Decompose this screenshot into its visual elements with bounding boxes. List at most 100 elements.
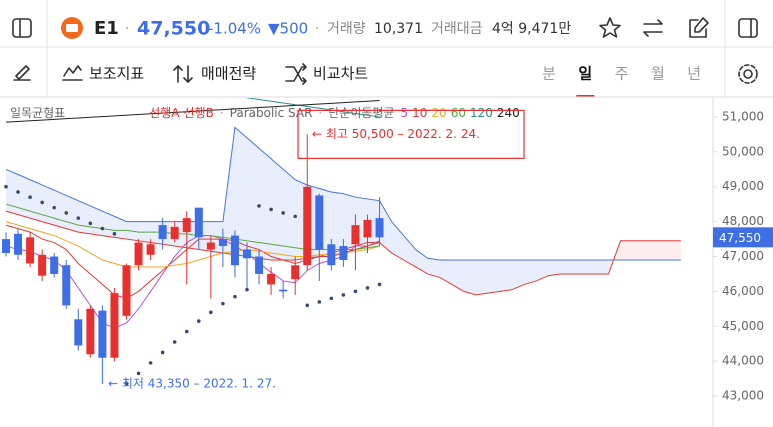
indicators-button[interactable]: 보조지표 bbox=[62, 65, 144, 83]
sar-dot bbox=[136, 371, 141, 376]
sar-dot bbox=[76, 216, 81, 220]
candle-body bbox=[363, 219, 372, 238]
price: 47,550 bbox=[137, 18, 210, 40]
cloud bbox=[30, 179, 43, 222]
cloud bbox=[222, 127, 235, 255]
edit-button[interactable] bbox=[689, 17, 709, 38]
cloud bbox=[379, 200, 392, 254]
cloud bbox=[451, 260, 464, 292]
sar-dot bbox=[100, 226, 105, 231]
cloud bbox=[18, 174, 31, 219]
separator: · bbox=[315, 21, 319, 37]
legend-item: 5 bbox=[401, 106, 409, 120]
legend-item: · bbox=[318, 106, 322, 120]
amount-label: 거래대금 bbox=[431, 21, 483, 37]
legend-item: 선행B bbox=[184, 105, 214, 120]
favorite-button[interactable] bbox=[599, 17, 621, 38]
period-tab[interactable]: 일 bbox=[578, 65, 592, 83]
candle-body bbox=[267, 273, 276, 285]
cloud bbox=[66, 195, 79, 233]
sar-dot bbox=[148, 361, 153, 365]
candle-body bbox=[303, 186, 312, 266]
plot-area bbox=[2, 98, 681, 386]
candle-body bbox=[122, 265, 131, 316]
cloud bbox=[331, 191, 344, 254]
price-marker-label: 47,550 bbox=[719, 231, 761, 245]
candle-body bbox=[255, 256, 264, 274]
cloud bbox=[439, 260, 452, 285]
y-tick-label: 45,000 bbox=[722, 319, 764, 333]
moving-average-line bbox=[5, 100, 380, 123]
candle-body bbox=[230, 235, 239, 266]
moving-average-line bbox=[5, 224, 380, 299]
sar-dot bbox=[269, 207, 273, 212]
annotations: ← 최고 50,500 – 2022. 2. 24. ← 최저 43,350 – … bbox=[108, 109, 525, 390]
sar-dot bbox=[64, 211, 69, 215]
period-tab[interactable]: 월 bbox=[651, 65, 665, 83]
candle-body bbox=[74, 319, 83, 346]
legend-item: 10 bbox=[412, 106, 427, 120]
candle-body bbox=[194, 207, 203, 238]
cloud bbox=[415, 249, 428, 274]
cloud bbox=[259, 148, 272, 260]
sar-dot bbox=[4, 184, 8, 189]
cloud bbox=[234, 127, 247, 257]
cloud bbox=[403, 235, 416, 267]
sar-dot bbox=[124, 382, 129, 386]
period-tab[interactable]: 분 bbox=[542, 65, 556, 83]
y-tick-label: 44,000 bbox=[722, 354, 764, 368]
separator: · bbox=[125, 21, 129, 37]
candle-body bbox=[86, 308, 95, 355]
candle-body bbox=[351, 225, 360, 245]
legend-item: 120 bbox=[470, 106, 493, 120]
period-tab[interactable]: 주 bbox=[615, 65, 629, 83]
panel-button[interactable] bbox=[738, 18, 758, 38]
draw-button[interactable] bbox=[13, 65, 31, 81]
indicators-label[interactable]: 보조지표 bbox=[89, 65, 144, 83]
price-marker bbox=[713, 227, 773, 248]
cloud bbox=[536, 260, 549, 281]
cloud bbox=[102, 211, 115, 238]
cloud bbox=[572, 260, 585, 274]
cloud bbox=[656, 240, 669, 260]
sar-dot bbox=[172, 340, 177, 344]
strategy-label[interactable]: 매매전략 bbox=[201, 65, 256, 83]
y-tick-label: 46,000 bbox=[722, 284, 764, 298]
y-tick-label: 49,000 bbox=[722, 179, 764, 193]
legend-item: 단순이동평균 bbox=[328, 106, 394, 120]
volume-label: 거래량 bbox=[327, 21, 366, 37]
cloud bbox=[463, 260, 476, 295]
candle-body bbox=[2, 239, 10, 254]
sar-dot bbox=[209, 310, 213, 315]
cloud bbox=[596, 260, 609, 274]
compare-button[interactable]: 비교차트 bbox=[285, 63, 368, 85]
moving-average-line bbox=[5, 203, 380, 251]
candle-body bbox=[38, 254, 47, 276]
selected-underline bbox=[576, 95, 595, 97]
cloud bbox=[247, 137, 260, 259]
cloud bbox=[475, 260, 488, 295]
strategy-button[interactable]: 매매전략 bbox=[173, 65, 256, 83]
sar-dot bbox=[52, 205, 56, 210]
period-tab[interactable]: 년 bbox=[687, 65, 701, 83]
sar-dot bbox=[28, 195, 32, 199]
candle-body bbox=[315, 195, 324, 250]
switch-button[interactable] bbox=[643, 19, 663, 37]
y-tick-label: 47,000 bbox=[722, 249, 764, 263]
span-b-line bbox=[5, 126, 681, 261]
sidebar-button[interactable] bbox=[12, 18, 32, 38]
cloud bbox=[6, 169, 19, 215]
compare-label[interactable]: 비교차트 bbox=[313, 65, 368, 83]
candle-body bbox=[134, 242, 143, 266]
cloud bbox=[524, 260, 537, 285]
candle-body bbox=[291, 265, 300, 280]
sar-dot bbox=[40, 200, 44, 205]
sar-dot bbox=[197, 319, 201, 323]
volume: 10,371 bbox=[374, 21, 423, 37]
sar-dot bbox=[233, 294, 237, 299]
settings-button[interactable] bbox=[738, 64, 758, 84]
sar-dot bbox=[16, 190, 20, 194]
